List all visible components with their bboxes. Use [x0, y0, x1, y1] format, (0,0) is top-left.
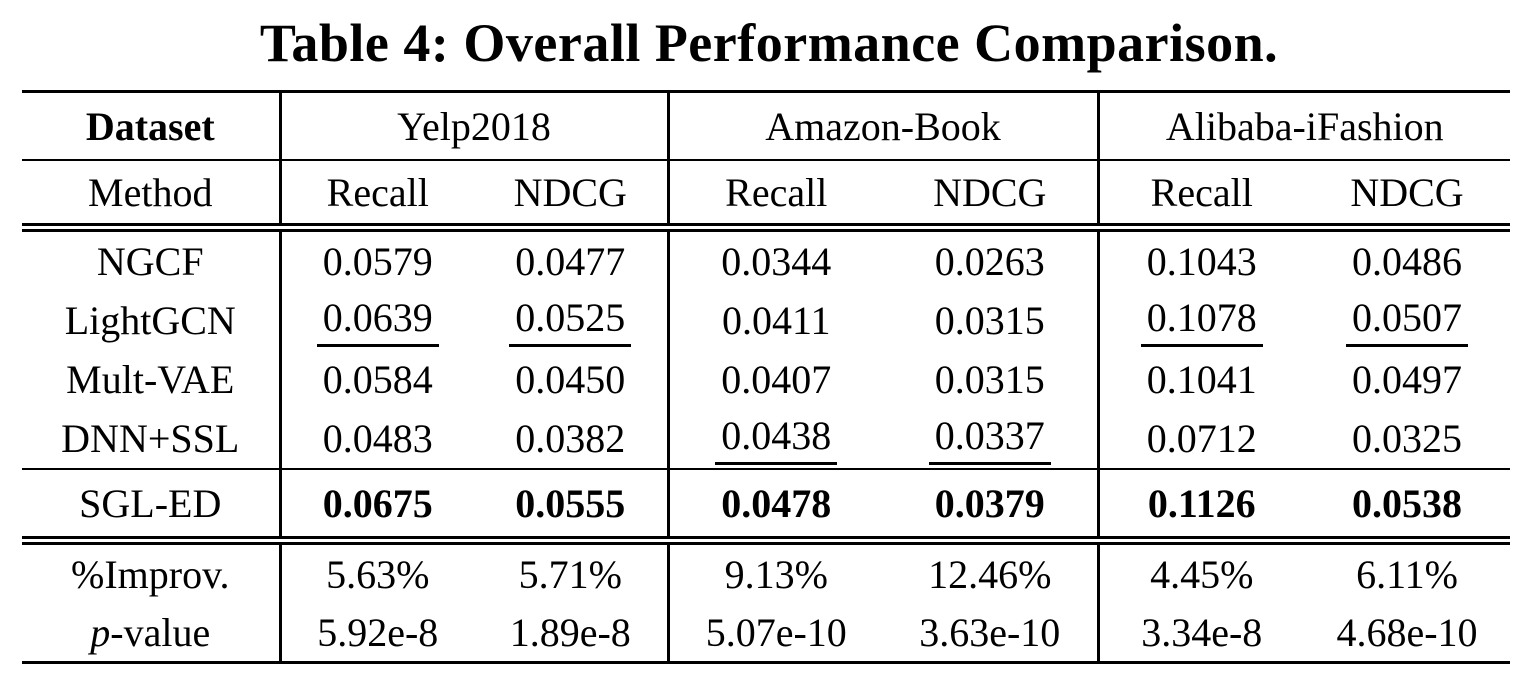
dataset-header-row: Dataset Yelp2018 Amazon-Book Alibaba-iFa…	[22, 90, 1511, 162]
pvalue-label: p-value	[22, 603, 280, 665]
metric-header-ndcg: NDCG	[1304, 160, 1511, 233]
group-header-yelp2018: Yelp2018	[278, 90, 668, 162]
value-cell: 1.89e-8	[474, 603, 668, 665]
group-header-alibaba-ifashion: Alibaba-iFashion	[1096, 90, 1511, 162]
value-cell: 0.1078	[1096, 291, 1305, 351]
metric-header-recall: Recall	[1096, 160, 1305, 233]
second-best-value: 0.0525	[509, 297, 632, 348]
value-cell: 0.0712	[1096, 409, 1305, 471]
table-row-pvalue: p-value 5.92e-8 1.89e-8 5.07e-10 3.63e-1…	[22, 603, 1511, 665]
method-cell: DNN+SSL	[22, 409, 280, 471]
best-value-cell: 0.0478	[666, 469, 883, 546]
performance-table: Dataset Yelp2018 Amazon-Book Alibaba-iFa…	[22, 90, 1511, 665]
value-cell: 3.34e-8	[1096, 603, 1305, 665]
best-value-cell: 0.1126	[1096, 469, 1305, 546]
value-cell: 4.45%	[1096, 540, 1305, 604]
value-cell: 0.0584	[278, 350, 474, 410]
value-cell: 4.68e-10	[1304, 603, 1511, 665]
method-cell: Mult-VAE	[66, 357, 235, 403]
value-cell: 3.63e-10	[883, 603, 1099, 665]
metric-header-ndcg: NDCG	[474, 160, 668, 233]
second-best-value: 0.0507	[1346, 297, 1469, 348]
method-cell: SGL-ED	[22, 469, 280, 546]
value-cell: 0.0497	[1352, 357, 1463, 403]
metric-header-row: Method Recall NDCG Recall NDCG Recall ND…	[22, 160, 1511, 233]
value-cell: 0.0639	[278, 291, 474, 351]
value-cell: 5.63%	[278, 540, 474, 604]
group-header-amazon-book: Amazon-Book	[666, 90, 1099, 162]
value-cell: 0.0315	[934, 357, 1045, 403]
value-cell: 0.0579	[278, 227, 474, 292]
table-caption: Table 4: Overall Performance Comparison.	[259, 13, 1279, 73]
metric-header-ndcg: NDCG	[883, 160, 1099, 233]
table-row-lightgcn: LightGCN 0.0639 0.0525 0.0411 0.0315 0.1…	[22, 291, 1510, 351]
value-cell: 0.0325	[1304, 409, 1511, 471]
method-cell: LightGCN	[64, 298, 236, 344]
value-cell: 0.0477	[515, 239, 626, 285]
value-cell: 0.0263	[934, 239, 1045, 285]
second-best-value: 0.0639	[316, 297, 439, 348]
value-cell: 0.0337	[883, 409, 1099, 471]
value-cell: 5.71%	[518, 551, 622, 597]
value-cell: 12.46%	[928, 551, 1052, 597]
table-row-improvement: %Improv. 5.63% 5.71% 9.13% 12.46% 4.45% …	[22, 540, 1510, 604]
dataset-header: Dataset	[22, 90, 280, 162]
method-cell: NGCF	[96, 239, 204, 285]
value-cell: 0.0507	[1304, 291, 1510, 350]
value-cell: 0.1041	[1096, 350, 1305, 410]
method-header: Method	[22, 160, 280, 233]
pvalue-label-p: p	[90, 609, 111, 655]
value-cell: 0.0344	[666, 227, 883, 292]
table-row-ngcf: NGCF 0.0579 0.0477 0.0344 0.0263 0.1043 …	[22, 227, 1510, 292]
value-cell: 9.13%	[666, 540, 883, 604]
table-row-sgl-ed: SGL-ED 0.0675 0.0555 0.0478 0.0379 0.112…	[22, 469, 1511, 546]
second-best-value: 0.0337	[928, 415, 1051, 466]
value-cell: 0.0315	[934, 298, 1045, 344]
value-cell: 0.0407	[666, 350, 883, 410]
value-cell: 6.11%	[1356, 551, 1458, 597]
second-best-value: 0.0438	[715, 415, 838, 466]
second-best-value: 0.1078	[1140, 297, 1263, 348]
value-cell: 0.0525	[474, 291, 668, 350]
best-value-cell: 0.0675	[278, 469, 474, 546]
value-cell: 0.1043	[1096, 227, 1305, 292]
best-value-cell: 0.0538	[1304, 469, 1511, 546]
pvalue-label-rest: -value	[110, 609, 211, 655]
metric-header-recall: Recall	[278, 160, 474, 233]
value-cell: 0.0382	[474, 409, 668, 471]
value-cell: 5.92e-8	[278, 603, 474, 665]
best-value-cell: 0.0379	[883, 469, 1099, 546]
value-cell: 5.07e-10	[666, 603, 883, 665]
metric-header-recall: Recall	[666, 160, 883, 233]
value-cell: 0.0483	[278, 409, 474, 471]
value-cell: 0.0450	[515, 357, 626, 403]
best-value-cell: 0.0555	[474, 469, 668, 546]
value-cell: 0.0486	[1352, 239, 1463, 285]
value-cell: 0.0438	[666, 409, 883, 471]
table-row-dnn-ssl: DNN+SSL 0.0483 0.0382 0.0438 0.0337 0.07…	[22, 409, 1511, 471]
improvement-label: %Improv.	[71, 551, 230, 597]
table-row-mult-vae: Mult-VAE 0.0584 0.0450 0.0407 0.0315 0.1…	[22, 350, 1510, 410]
value-cell: 0.0411	[666, 291, 883, 351]
